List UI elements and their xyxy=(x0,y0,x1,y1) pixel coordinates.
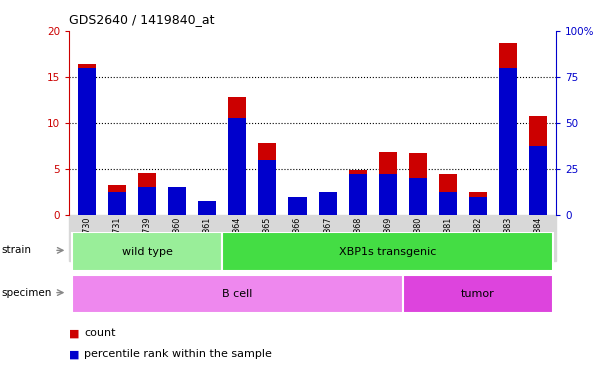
Bar xyxy=(469,197,487,215)
Bar xyxy=(439,192,457,215)
Text: GDS2640 / 1419840_at: GDS2640 / 1419840_at xyxy=(69,13,215,26)
Bar xyxy=(108,192,126,215)
Bar xyxy=(319,192,337,215)
Text: strain: strain xyxy=(1,245,31,255)
Bar xyxy=(499,68,517,215)
Bar xyxy=(72,275,403,313)
Bar xyxy=(222,232,553,271)
Bar xyxy=(168,191,186,215)
Text: specimen: specimen xyxy=(1,288,52,298)
Bar xyxy=(138,187,156,215)
Bar xyxy=(409,153,427,215)
Bar xyxy=(469,192,487,215)
Bar xyxy=(258,143,276,215)
Bar xyxy=(138,173,156,215)
Bar xyxy=(529,146,547,215)
Bar xyxy=(72,232,222,271)
Bar xyxy=(78,68,96,215)
Bar xyxy=(379,174,397,215)
Text: B cell: B cell xyxy=(222,289,252,299)
Bar xyxy=(228,118,246,215)
Bar xyxy=(529,116,547,215)
Bar xyxy=(319,199,337,215)
Text: ■: ■ xyxy=(69,349,79,359)
Bar xyxy=(228,97,246,215)
Bar xyxy=(409,178,427,215)
Bar xyxy=(108,185,126,215)
Bar xyxy=(198,201,216,215)
Bar xyxy=(403,275,553,313)
Bar xyxy=(439,174,457,215)
Bar xyxy=(288,208,307,215)
Bar xyxy=(168,187,186,215)
Text: percentile rank within the sample: percentile rank within the sample xyxy=(84,349,272,359)
Bar xyxy=(349,174,367,215)
Text: tumor: tumor xyxy=(461,289,495,299)
Bar xyxy=(288,197,307,215)
Text: wild type: wild type xyxy=(122,247,172,257)
Bar xyxy=(258,160,276,215)
Bar xyxy=(78,64,96,215)
Bar xyxy=(349,170,367,215)
Bar xyxy=(198,209,216,215)
Text: count: count xyxy=(84,328,115,338)
Bar xyxy=(379,152,397,215)
Text: XBP1s transgenic: XBP1s transgenic xyxy=(339,247,436,257)
Bar xyxy=(69,215,556,261)
Text: ■: ■ xyxy=(69,328,79,338)
Bar xyxy=(499,43,517,215)
